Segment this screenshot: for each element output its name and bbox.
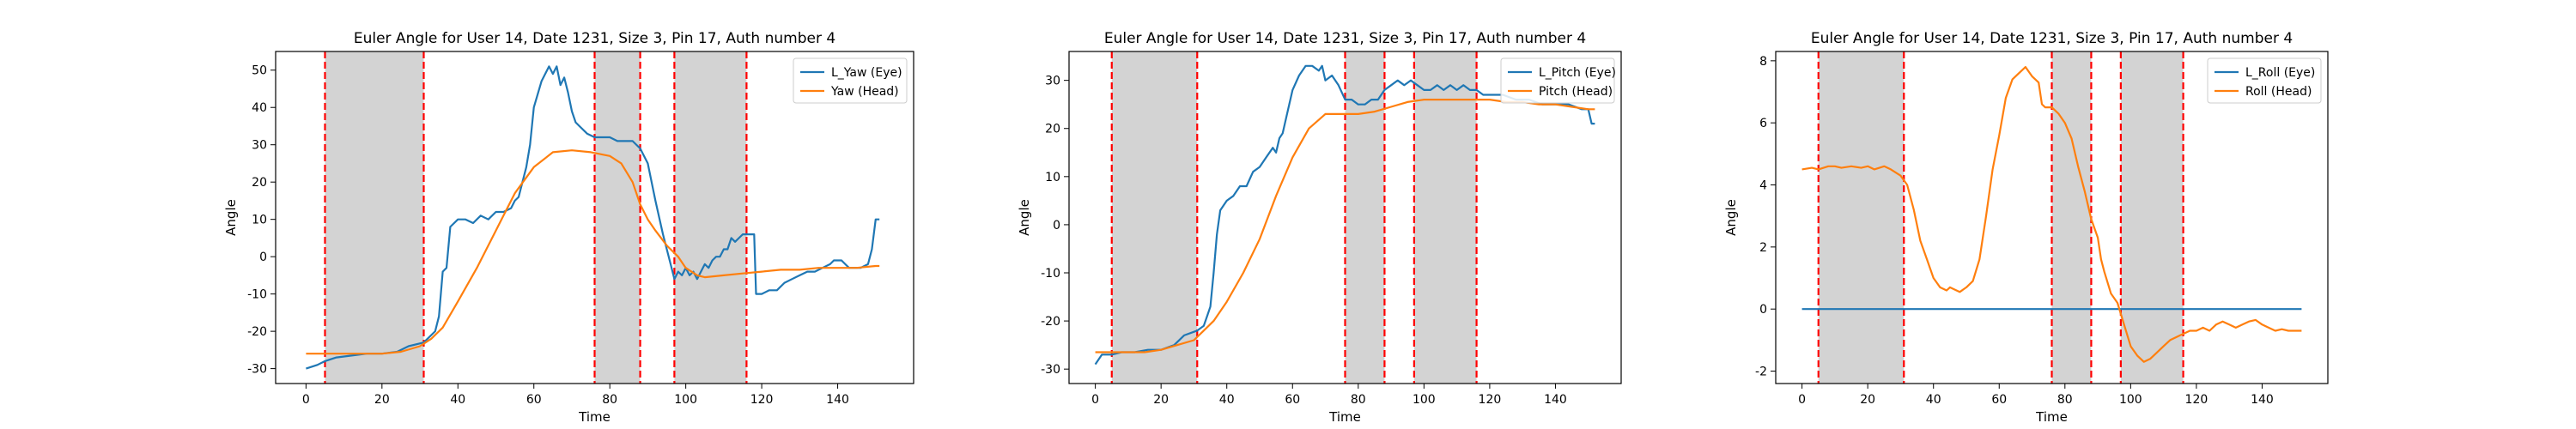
series-line-2 [306,149,880,355]
shaded-interval [1345,51,1385,384]
series-line-2 [1801,66,2302,363]
y-tick-label: 20 [252,176,267,190]
x-tick-label: 80 [602,393,617,407]
shaded-interval [594,51,641,384]
x-tick-label: 20 [374,393,390,407]
axes-frame [1068,51,1622,384]
legend-label: L_Yaw (Eye) [831,66,902,80]
y-tick-label: 40 [252,101,267,115]
y-tick-label: 6 [1759,117,1767,130]
y-tick-label: 0 [1053,219,1060,233]
x-tick-label: 140 [826,393,849,407]
x-tick-label: 20 [1860,393,1875,407]
y-tick-label: -30 [247,363,267,377]
legend-label: L_Roll (Eye) [2245,66,2315,80]
series-line-1 [1094,64,1595,366]
x-tick-label: 60 [1285,393,1300,407]
series-group [306,65,880,370]
y-axis-label: Angle [1017,199,1032,236]
y-tick-label: -20 [1041,315,1060,329]
x-tick-label: 80 [2057,393,2073,407]
x-axis-label: Time [2035,409,2068,425]
y-tick-label: -20 [247,325,267,339]
x-axis-label: Time [578,409,611,425]
shaded-interval [1818,51,1905,384]
x-axis-label: Time [1328,409,1361,425]
y-tick-label: 30 [1045,75,1060,88]
y-tick-label: 2 [1759,241,1767,255]
x-tick-label: 0 [1798,393,1806,407]
y-axis-label: Angle [223,199,239,236]
y-tick-label: -10 [247,288,267,302]
legend-label: Roll (Head) [2245,85,2312,99]
legend: L_Pitch (Eye) Pitch (Head) [1500,57,1616,104]
x-tick-label: 100 [2119,393,2142,407]
y-tick-label: -30 [1041,363,1060,377]
x-tick-label: 120 [750,393,774,407]
y-tick-label: 50 [252,64,267,78]
x-tick-label: 120 [1479,393,1502,407]
x-tick-label: 40 [450,393,465,407]
x-tick-label: 140 [1544,393,1567,407]
legend-label: Yaw (Head) [830,85,899,99]
series-group [1801,66,2302,363]
chart-title: Euler Angle for User 14, Date 1231, Size… [1104,30,1586,47]
series-line-1 [306,65,880,370]
axes-frame [1775,51,2329,384]
chart-panel-1: 0 20 40 60 80 100 120 140 -30 -20 -10 0 10 20 30 40 50 Eu… [223,30,914,425]
shaded-interval [2051,51,2092,384]
chart-title: Euler Angle for User 14, Date 1231, Size… [354,30,835,47]
x-tick-label: 20 [1153,393,1169,407]
y-tick-label: 10 [252,214,267,227]
chart-title: Euler Angle for User 14, Date 1231, Size… [1811,30,2293,47]
x-tick-label: 40 [1219,393,1235,407]
legend-label: L_Pitch (Eye) [1539,66,1616,80]
x-tick-label: 100 [1413,393,1436,407]
y-tick-label: 8 [1759,55,1767,69]
x-tick-label: 60 [1991,393,2007,407]
axes-frame [275,51,914,384]
y-tick-label: -2 [1755,366,1767,379]
shaded-interval [674,51,747,384]
x-tick-label: 0 [1091,393,1099,407]
y-tick-label: 20 [1045,123,1060,136]
x-tick-label: 120 [2185,393,2208,407]
y-tick-label: 10 [1045,171,1060,184]
x-tick-label: 60 [526,393,542,407]
x-tick-label: 40 [1926,393,1941,407]
shaded-interval [1413,51,1477,384]
x-tick-label: 140 [2251,393,2274,407]
shaded-interval [325,51,424,384]
y-tick-label: 0 [1759,303,1767,317]
shaded-interval [2120,51,2184,384]
chart-panel-2: 0 20 40 60 80 100 120 140 -30 -20 -10 0 10 20 30 Euler … [1017,30,1622,425]
legend: L_Yaw (Eye) Yaw (Head) [793,57,908,104]
x-tick-label: 100 [674,393,697,407]
y-tick-label: 4 [1759,179,1767,193]
legend-label: Pitch (Head) [1539,85,1613,99]
y-axis-label: Angle [1723,199,1739,236]
chart-panel-3: 0 20 40 60 80 100 120 140 -2 0 2 4 6 8 Euler Angle for… [1723,30,2329,425]
x-tick-label: 80 [1351,393,1366,407]
x-tick-label: 0 [302,393,310,407]
legend: L_Roll (Eye) Roll (Head) [2207,57,2322,104]
y-tick-label: 30 [252,139,267,153]
y-tick-label: -10 [1041,267,1060,281]
shaded-interval [1111,51,1198,384]
y-tick-label: 0 [259,251,267,264]
